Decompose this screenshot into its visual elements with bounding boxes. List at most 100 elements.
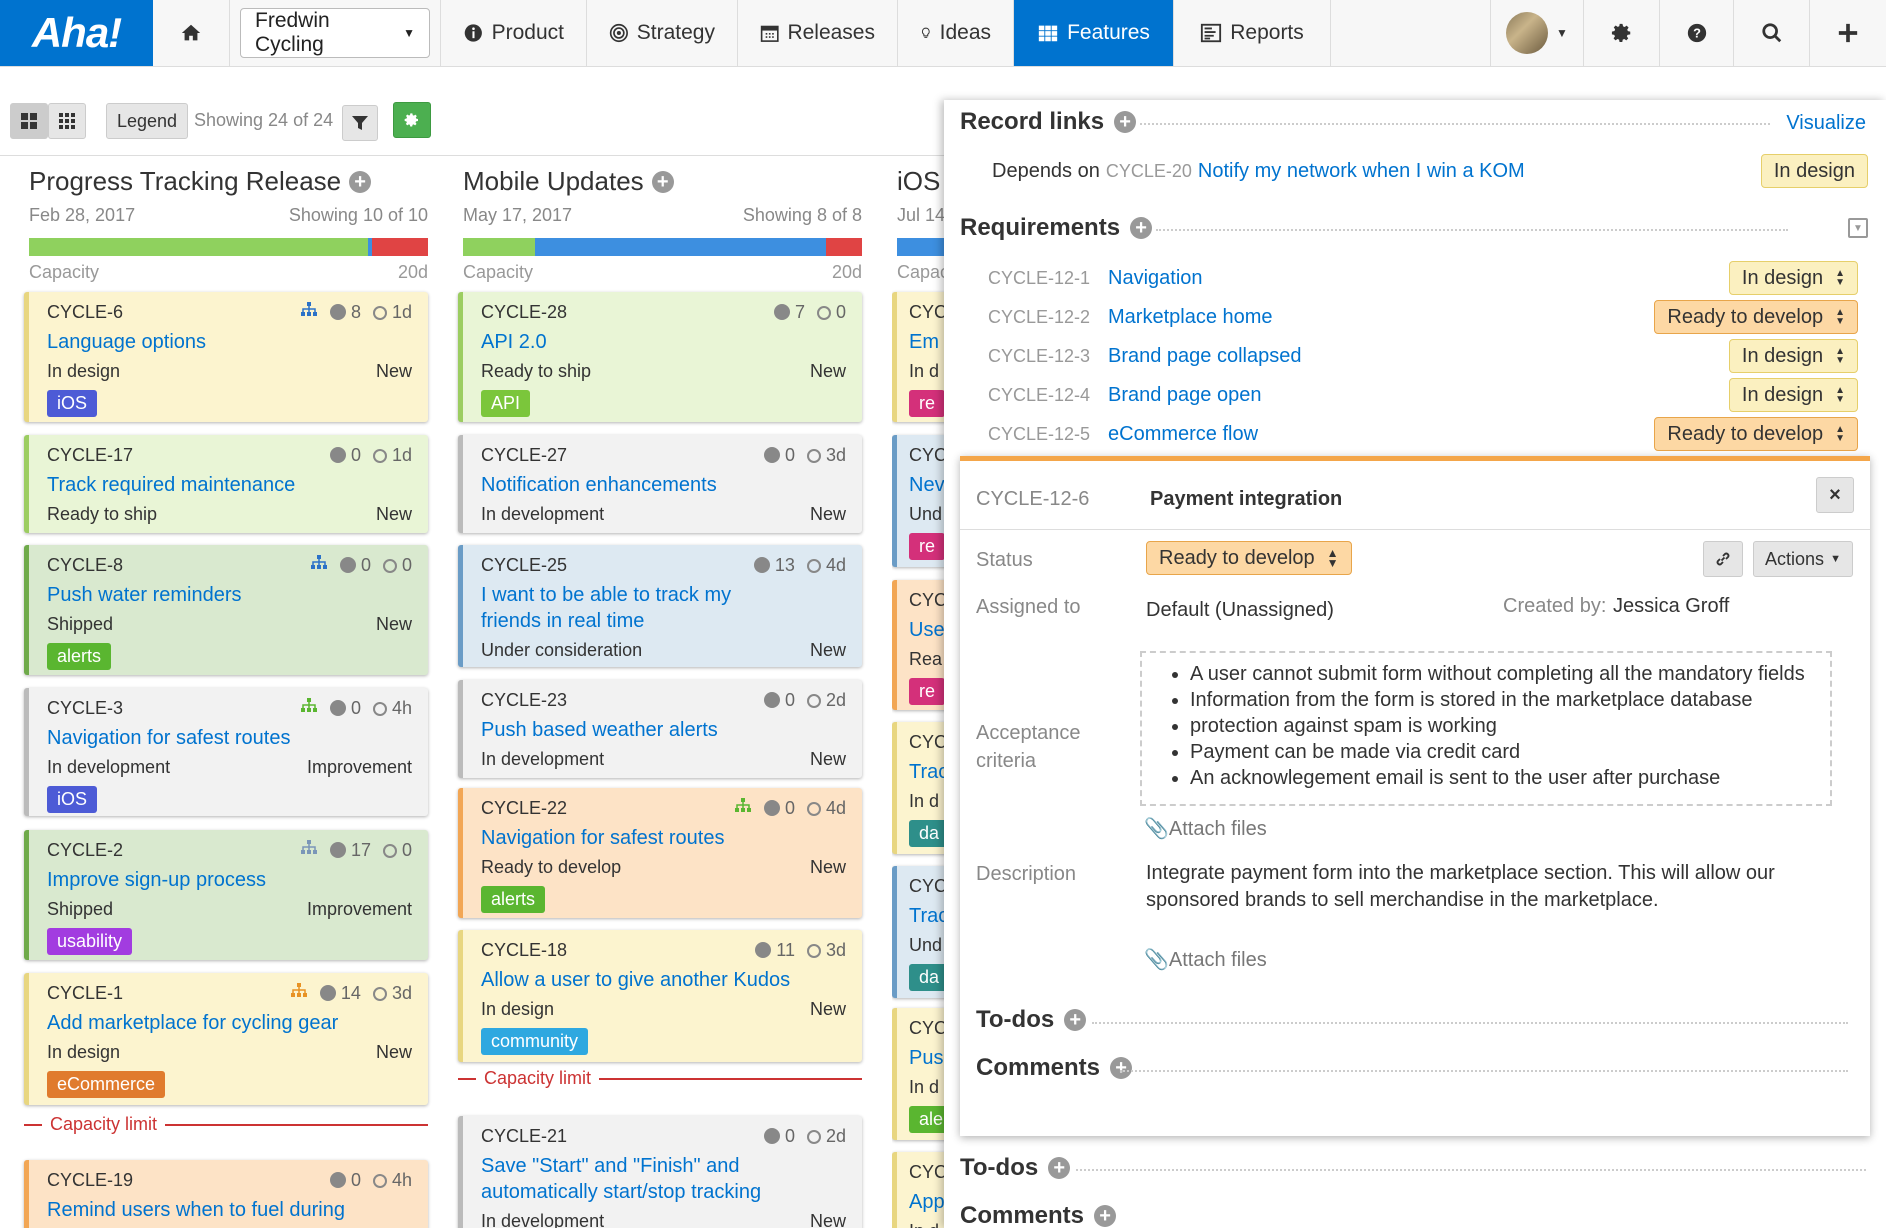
feature-title[interactable]: Em <box>909 329 944 355</box>
feature-card[interactable]: CYCLE-2 17 0 Improve sign-up process Shipp… <box>24 830 428 960</box>
requirement-link[interactable]: Brand page open <box>1108 383 1262 406</box>
feature-tag[interactable]: usability <box>47 928 133 955</box>
link-button[interactable] <box>1703 541 1743 577</box>
compact-view-button[interactable] <box>48 103 86 139</box>
add-comment-icon[interactable]: + <box>1110 1057 1133 1079</box>
actions-button[interactable]: Actions ▼ <box>1753 541 1853 577</box>
feature-card[interactable]: CYC App In d <box>892 1152 944 1228</box>
acceptance-criteria-editor[interactable]: A user cannot submit form without comple… <box>1140 651 1832 806</box>
requirement-status-select[interactable]: Ready to develop ▲ ▼ <box>1654 300 1858 334</box>
feature-tag[interactable]: iOS <box>47 786 98 813</box>
add-button[interactable] <box>1810 0 1886 66</box>
feature-tag[interactable]: da <box>909 820 944 847</box>
description-line[interactable]: Integrate payment form into the marketpl… <box>1146 862 1775 884</box>
feature-tag[interactable]: alerts <box>47 643 112 670</box>
description-line[interactable]: sponsored brands to sell merchandise in … <box>1146 889 1659 911</box>
nav-features[interactable]: Features <box>1014 0 1174 66</box>
feature-card[interactable]: CYCLE-28 7 0 API 2.0 Ready to ship New API <box>458 292 862 422</box>
feature-title[interactable]: Push based weather alerts <box>481 717 846 743</box>
feature-title[interactable]: Remind users when to fuel during <box>47 1197 412 1223</box>
feature-title[interactable]: Notification enhancements <box>481 472 846 498</box>
feature-card[interactable]: CYCLE-1 14 3d Add marketplace for cycling… <box>24 973 428 1105</box>
feature-card[interactable]: CYCLE-3 0 4h Navigation for safest routes… <box>24 688 428 816</box>
feature-title[interactable]: Track required maintenance <box>47 472 412 498</box>
feature-tag[interactable]: iOS <box>47 390 98 417</box>
card-view-button[interactable] <box>10 103 48 139</box>
feature-card[interactable]: CYC Trac Und da <box>892 866 944 998</box>
feature-card[interactable]: CYCLE-6 8 1d Language options In design New… <box>24 292 428 422</box>
nav-ideas[interactable]: Ideas <box>898 0 1014 66</box>
dependency-link[interactable]: Notify my network when I win a KOM <box>1197 160 1525 182</box>
feature-card[interactable]: CYC Pus In d ale <box>892 1008 944 1140</box>
collapse-icon[interactable]: ▼ <box>1848 218 1868 238</box>
requirement-status-select[interactable]: Ready to develop ▲ ▼ <box>1654 417 1858 451</box>
hierarchy-icon[interactable] <box>300 840 318 861</box>
feature-tag[interactable]: alerts <box>481 886 546 913</box>
hierarchy-icon[interactable] <box>300 698 318 719</box>
attach-files-link[interactable]: 📎Attach files <box>1144 947 1267 972</box>
feature-title[interactable]: Trac <box>909 903 944 929</box>
feature-title[interactable]: Navigation for safest routes <box>47 725 412 751</box>
product-selector[interactable]: Fredwin Cycling ▼ <box>230 0 441 66</box>
feature-title[interactable]: Improve sign-up process <box>47 867 412 893</box>
feature-card[interactable]: CYC Trac In d da <box>892 722 944 854</box>
feature-title[interactable]: Push water reminders <box>47 582 412 608</box>
visualize-link[interactable]: Visualize <box>1786 112 1866 134</box>
feature-tag[interactable]: API <box>481 390 531 417</box>
feature-title[interactable]: I want to be able to track my friends in … <box>481 582 846 634</box>
assigned-value[interactable]: Default (Unassigned) <box>1146 599 1334 621</box>
requirement-link[interactable]: Marketplace home <box>1108 305 1273 328</box>
close-icon[interactable]: × <box>1816 477 1854 513</box>
feature-title[interactable]: Allow a user to give another Kudos <box>481 967 846 993</box>
feature-title[interactable]: Save "Start" and "Finish" and automatical… <box>481 1153 846 1205</box>
nav-releases[interactable]: Releases <box>738 0 898 66</box>
feature-title[interactable]: API 2.0 <box>481 329 846 355</box>
add-feature-icon[interactable]: + <box>651 170 674 193</box>
status-select[interactable]: Ready to develop ▲ ▼ <box>1146 541 1352 575</box>
hierarchy-icon[interactable] <box>734 798 752 819</box>
release-title[interactable]: Progress Tracking Release <box>29 166 342 196</box>
hierarchy-icon[interactable] <box>310 555 328 576</box>
add-record-link-icon[interactable]: + <box>1114 111 1137 133</box>
requirement-title[interactable]: Payment integration <box>1150 488 1343 510</box>
feature-tag[interactable]: da <box>909 964 944 991</box>
feature-card[interactable]: CYCLE-8 0 0 Push water reminders Shipped Ne… <box>24 545 428 675</box>
feature-title[interactable]: Pus <box>909 1045 944 1071</box>
feature-title[interactable]: Use <box>909 617 944 643</box>
requirement-status-select[interactable]: In design ▲ ▼ <box>1728 339 1858 373</box>
add-feature-icon[interactable]: + <box>349 170 372 193</box>
feature-title[interactable]: Nev <box>909 472 944 498</box>
feature-title[interactable]: Trac <box>909 759 944 785</box>
add-requirement-icon[interactable]: + <box>1130 217 1153 239</box>
requirement-status-select[interactable]: In design ▲ ▼ <box>1728 378 1858 412</box>
search-button[interactable] <box>1734 0 1810 66</box>
feature-tag[interactable]: eCommerce <box>47 1071 166 1098</box>
feature-tag[interactable]: re <box>909 390 944 417</box>
feature-card[interactable]: CYC Use Rea re <box>892 580 944 710</box>
help-button[interactable]: ? <box>1660 0 1734 66</box>
requirement-status-select[interactable]: In design ▲ ▼ <box>1728 261 1858 295</box>
feature-card[interactable]: CYCLE-19 0 4h Remind users when to fuel d… <box>24 1160 428 1228</box>
requirement-link[interactable]: Brand page collapsed <box>1108 344 1302 367</box>
legend-button[interactable]: Legend <box>106 103 188 139</box>
home-button[interactable] <box>153 0 230 66</box>
feature-tag[interactable]: community <box>481 1028 589 1055</box>
feature-card[interactable]: CYCLE-21 0 2d Save "Start" and "Finish" a… <box>458 1116 862 1228</box>
add-todo-icon[interactable]: + <box>1064 1009 1087 1031</box>
feature-card[interactable]: CYCLE-17 0 1d Track required maintenance R… <box>24 435 428 533</box>
release-title[interactable]: Mobile Updates <box>463 166 644 196</box>
nav-product[interactable]: Product <box>441 0 587 66</box>
filter-button[interactable] <box>342 105 378 141</box>
settings-button[interactable] <box>1584 0 1660 66</box>
requirement-link[interactable]: eCommerce flow <box>1108 422 1259 445</box>
feature-title[interactable]: Navigation for safest routes <box>481 825 846 851</box>
feature-card[interactable]: CYCLE-27 0 3d Notification enhancements In… <box>458 435 862 533</box>
feature-title[interactable]: Add marketplace for cycling gear <box>47 1010 412 1036</box>
release-title[interactable]: iOS <box>897 166 941 196</box>
feature-card[interactable]: CYCLE-22 0 4d Navigation for safest route… <box>458 788 862 918</box>
feature-card[interactable]: CYCLE-18 11 3d Allow a user to give anoth… <box>458 930 862 1062</box>
user-menu[interactable]: ▼ <box>1490 0 1584 66</box>
nav-reports[interactable]: Reports <box>1174 0 1331 66</box>
feature-title[interactable]: Language options <box>47 329 412 355</box>
nav-strategy[interactable]: Strategy <box>587 0 738 66</box>
